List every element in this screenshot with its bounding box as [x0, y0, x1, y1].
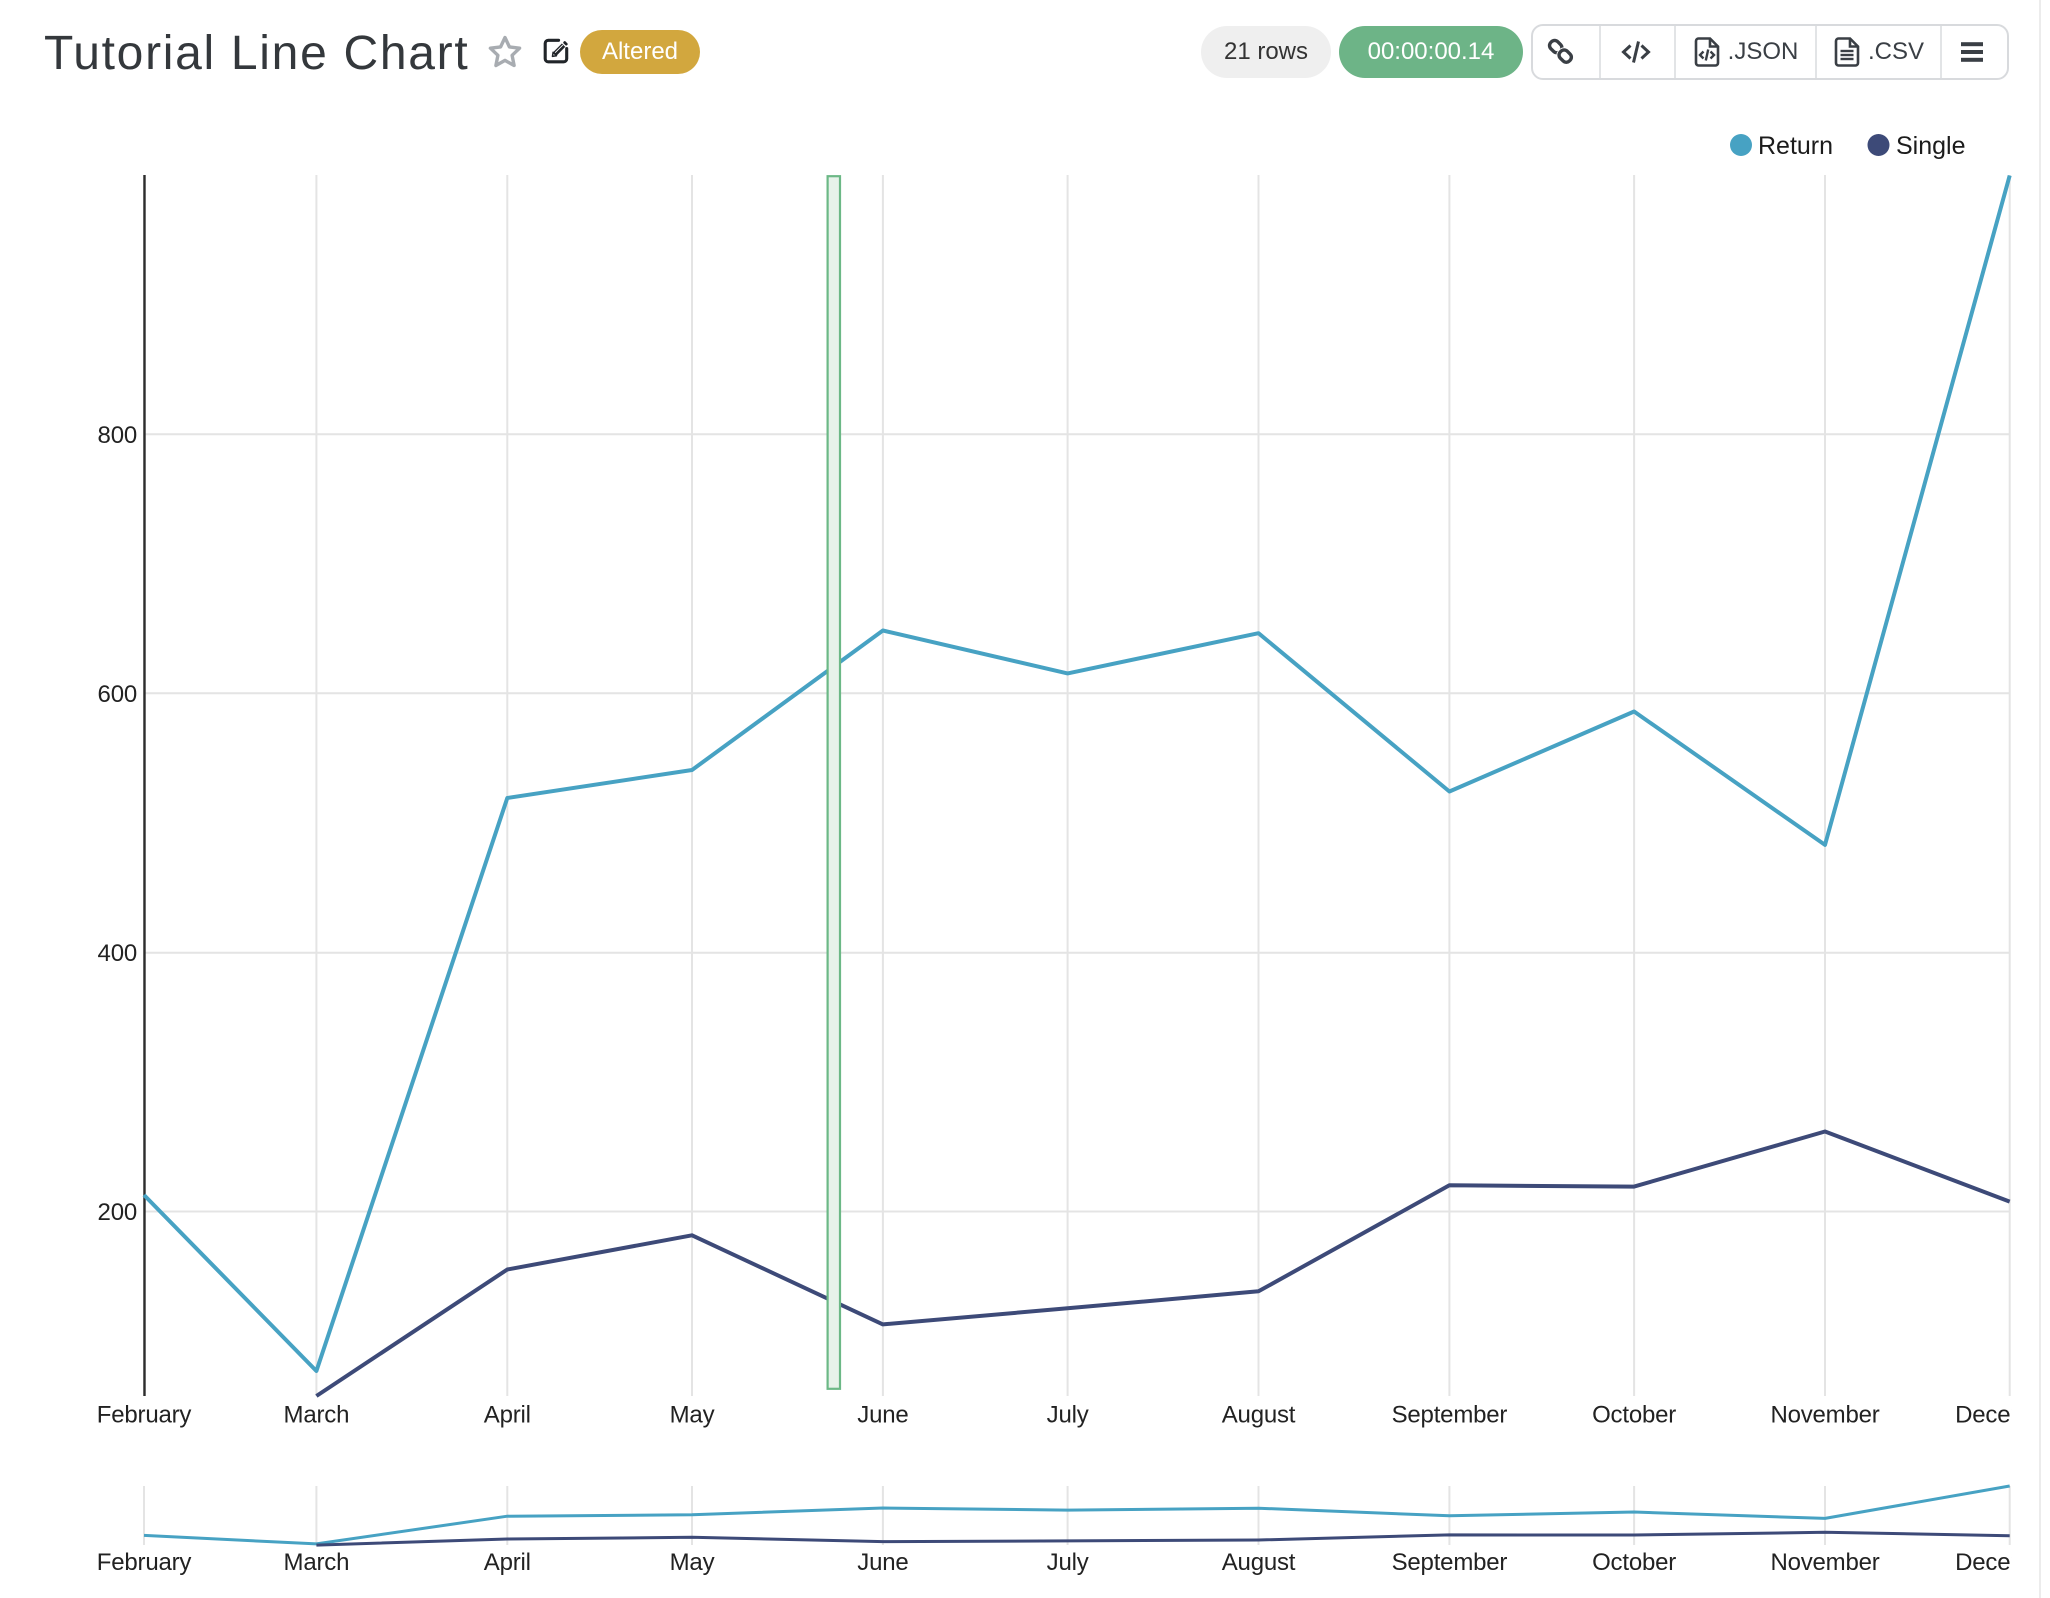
svg-text:May: May — [670, 1549, 715, 1576]
svg-text:800: 800 — [98, 422, 137, 449]
svg-text:November: November — [1770, 1549, 1879, 1576]
svg-text:March: March — [284, 1549, 350, 1576]
svg-text:Single: Single — [1896, 132, 1966, 160]
svg-text:December: December — [1955, 1549, 2012, 1576]
svg-text:March: March — [284, 1402, 350, 1429]
svg-text:May: May — [670, 1402, 715, 1429]
svg-text:April: April — [484, 1402, 531, 1429]
svg-text:October: October — [1592, 1549, 1676, 1576]
svg-text:August: August — [1222, 1402, 1296, 1429]
svg-text:July: July — [1047, 1402, 1089, 1429]
svg-text:October: October — [1592, 1402, 1676, 1429]
svg-text:September: September — [1392, 1402, 1508, 1429]
svg-text:August: August — [1222, 1549, 1296, 1576]
svg-text:February: February — [97, 1549, 192, 1576]
svg-text:Return: Return — [1758, 132, 1833, 160]
svg-text:400: 400 — [98, 940, 137, 967]
svg-text:February: February — [97, 1402, 192, 1429]
svg-text:200: 200 — [98, 1199, 137, 1226]
svg-text:September: September — [1392, 1549, 1508, 1576]
svg-text:November: November — [1770, 1402, 1879, 1429]
svg-text:December: December — [1955, 1402, 2012, 1429]
svg-text:June: June — [857, 1402, 908, 1429]
svg-text:July: July — [1047, 1549, 1089, 1576]
svg-text:April: April — [484, 1549, 531, 1576]
svg-text:June: June — [857, 1549, 908, 1576]
svg-text:600: 600 — [98, 681, 137, 708]
